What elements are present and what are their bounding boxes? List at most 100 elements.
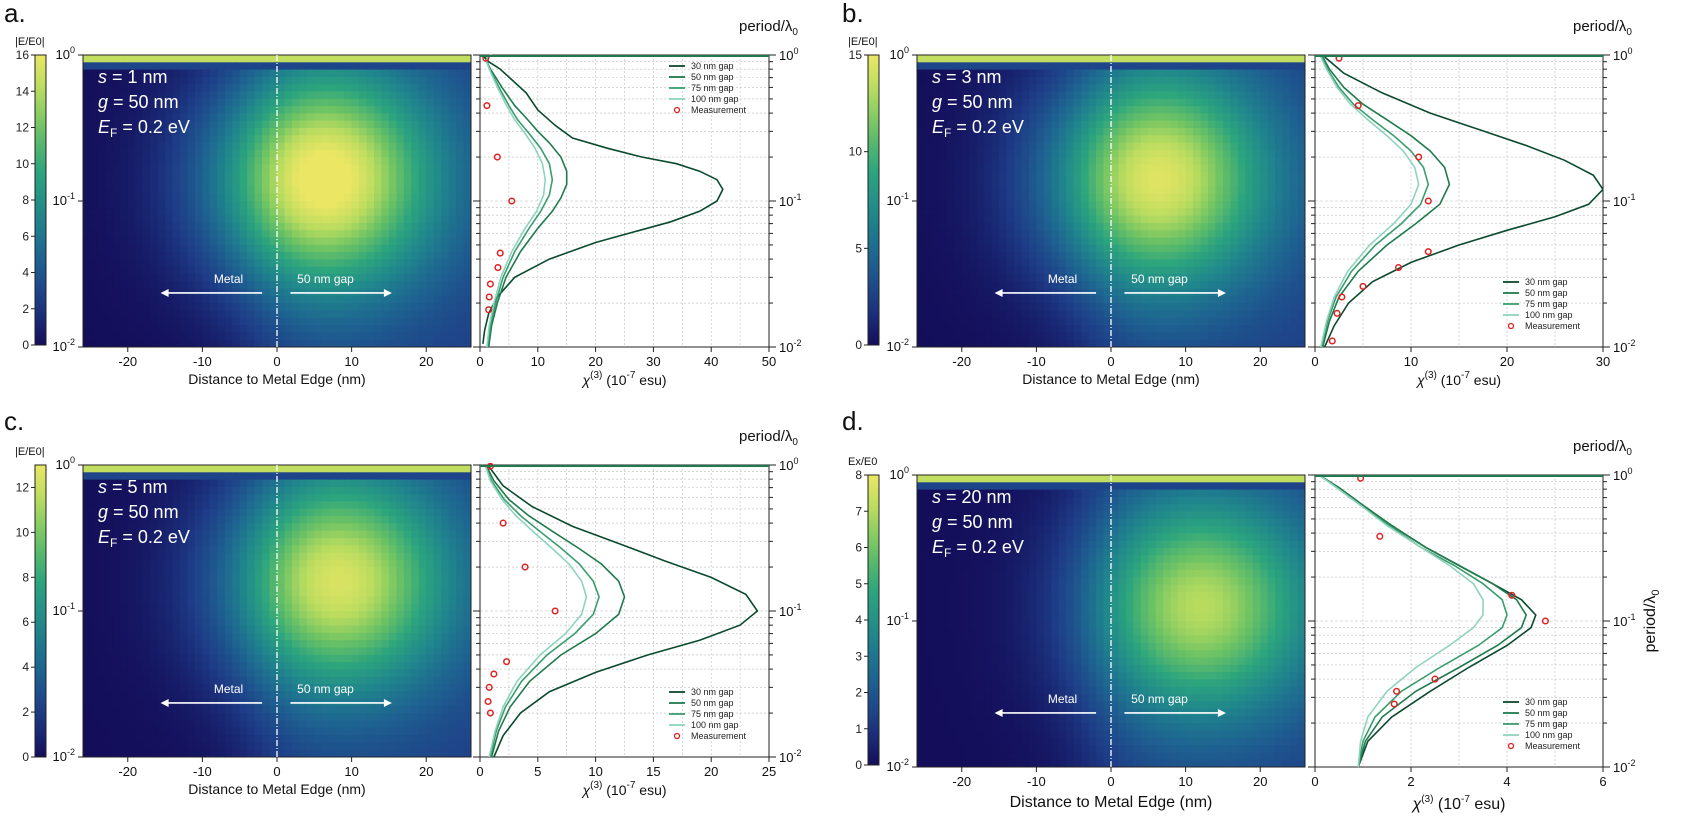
heatmap-cell bbox=[456, 193, 465, 202]
chi-units-exp: -7 bbox=[1461, 370, 1470, 381]
heatmap-cell bbox=[277, 281, 286, 290]
heatmap-cell bbox=[90, 574, 99, 583]
heatmap-cell bbox=[1222, 259, 1231, 268]
heatmap-cell bbox=[112, 106, 121, 114]
heatmap-cell bbox=[1066, 186, 1075, 195]
heatmap-cell bbox=[150, 237, 159, 246]
heatmap-cell bbox=[396, 186, 405, 195]
heatmap-cell bbox=[1290, 295, 1299, 304]
heatmap-cell bbox=[269, 252, 278, 260]
heatmap-cell bbox=[269, 244, 278, 253]
heatmap-cell bbox=[946, 274, 955, 282]
heatmap-cell bbox=[157, 647, 166, 656]
heatmap-cell bbox=[209, 244, 218, 253]
heatmap-cell bbox=[1170, 179, 1179, 187]
heatmap-cell bbox=[284, 164, 293, 173]
heatmap-cell bbox=[1215, 295, 1224, 304]
heatmap-cell bbox=[1081, 259, 1090, 268]
heatmap-cell bbox=[172, 98, 181, 107]
heatmap-cell bbox=[1096, 186, 1105, 195]
heatmap-cell bbox=[366, 310, 375, 319]
heatmap-cell bbox=[374, 55, 383, 63]
heatmap-cell bbox=[157, 567, 166, 576]
heatmap-cell bbox=[1185, 171, 1194, 180]
heatmap-cell bbox=[180, 113, 189, 122]
heatmap-cell bbox=[314, 208, 323, 217]
heatmap-cell bbox=[381, 252, 390, 260]
series-100-nm-gap bbox=[485, 54, 547, 348]
heatmap-cell bbox=[83, 720, 92, 729]
heatmap-cell bbox=[426, 266, 435, 275]
heatmap-cell bbox=[157, 149, 166, 158]
heatmap-cell bbox=[194, 244, 203, 253]
heatmap-cell bbox=[336, 201, 345, 209]
heatmap-cell bbox=[1282, 128, 1291, 136]
heatmap-cell bbox=[224, 91, 233, 100]
heatmap-cell bbox=[1222, 288, 1231, 297]
heatmap-cell bbox=[232, 171, 241, 180]
heatmap-cell bbox=[1111, 325, 1120, 333]
heatmap-cell bbox=[247, 237, 256, 246]
heatmap-cell bbox=[97, 472, 106, 481]
heatmap-cell bbox=[284, 179, 293, 187]
heatmap-cell bbox=[924, 317, 933, 326]
heatmap-cell bbox=[999, 310, 1008, 319]
heatmap-cell bbox=[1006, 208, 1015, 217]
heatmap-cell bbox=[172, 193, 181, 202]
heatmap-cell bbox=[1297, 303, 1305, 312]
heatmap-cell bbox=[1125, 128, 1134, 136]
heatmap-cell bbox=[441, 186, 450, 195]
heatmap-cell bbox=[1148, 274, 1157, 282]
heatmap-cell bbox=[291, 222, 300, 231]
heatmap-cell bbox=[90, 596, 99, 605]
heatmap-cell bbox=[83, 486, 92, 495]
heatmap-cell bbox=[232, 120, 241, 129]
heatmap-cell bbox=[1148, 237, 1157, 246]
heatmap-cell bbox=[954, 76, 963, 85]
heatmap-cell bbox=[969, 98, 978, 107]
heatmap-cell bbox=[1014, 171, 1023, 180]
heatmap-cell bbox=[1036, 120, 1045, 129]
heatmap-cell bbox=[999, 98, 1008, 107]
heatmap-cell bbox=[396, 76, 405, 85]
heatmap-cell bbox=[90, 201, 99, 209]
heatmap-cell bbox=[359, 274, 368, 282]
heatmap-cell bbox=[456, 106, 465, 114]
heatmap-cell bbox=[1081, 325, 1090, 333]
heatmap-cell bbox=[90, 208, 99, 217]
heatmap-cell bbox=[1148, 339, 1157, 347]
heatmap-cell bbox=[1230, 76, 1239, 85]
colorbar bbox=[34, 54, 47, 346]
heatmap-cell bbox=[1118, 142, 1127, 151]
heatmap-cell bbox=[1103, 201, 1112, 209]
heatmap-cell bbox=[396, 230, 405, 239]
heatmap-cell bbox=[306, 332, 315, 341]
heatmap-cell bbox=[1133, 164, 1142, 173]
heatmap-cell bbox=[314, 76, 323, 85]
heatmap-cell bbox=[1170, 135, 1179, 144]
heatmap-cell bbox=[135, 310, 144, 319]
heatmap-cell bbox=[1051, 91, 1060, 100]
colorbar-tick-label: 14 bbox=[16, 84, 30, 98]
heatmap-cell bbox=[1252, 244, 1261, 253]
heatmap-cell bbox=[1111, 55, 1120, 63]
heatmap-cell bbox=[418, 310, 427, 319]
heatmap-cell bbox=[976, 84, 985, 93]
heatmap-cell bbox=[269, 259, 278, 268]
heatmap-cell bbox=[329, 310, 338, 319]
heatmap-cell bbox=[388, 303, 397, 312]
heatmap-cell bbox=[157, 142, 166, 151]
heatmap-cell bbox=[991, 171, 1000, 180]
heatmap-cell bbox=[1193, 98, 1202, 107]
heatmap-cell bbox=[1081, 193, 1090, 202]
heatmap-cell bbox=[411, 69, 420, 78]
heatmap-cell bbox=[157, 113, 166, 122]
heatmap-cell bbox=[90, 222, 99, 231]
heatmap-cell bbox=[396, 339, 405, 347]
heatmap-cell bbox=[396, 128, 405, 136]
annotation-0: s = 3 nm bbox=[932, 67, 1002, 87]
heatmap-cell bbox=[939, 98, 948, 107]
heatmap-cell bbox=[1148, 135, 1157, 144]
heatmap-cell bbox=[1222, 84, 1231, 93]
